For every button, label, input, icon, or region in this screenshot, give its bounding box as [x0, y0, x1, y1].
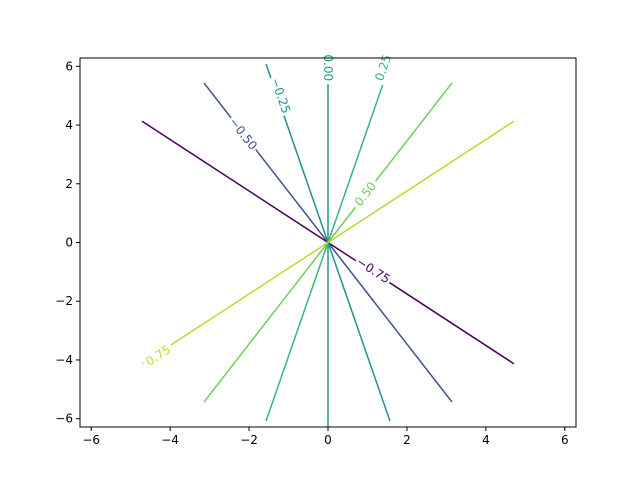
contour-label-gap	[349, 176, 382, 212]
x-tick-label: −4	[161, 433, 179, 447]
contour-lines	[141, 58, 515, 427]
y-tick-label: −4	[55, 353, 73, 367]
x-tick-label: 2	[403, 433, 411, 447]
y-tick-label: −2	[55, 294, 73, 308]
x-tick-label: 4	[482, 433, 490, 447]
y-tick-label: −6	[55, 412, 73, 426]
y-tick-label: 4	[65, 118, 73, 132]
contour-label-group-3: 0.00	[321, 51, 335, 85]
contour-line-6	[141, 120, 515, 365]
x-tick-label: −6	[82, 433, 100, 447]
x-tick-label: 6	[561, 433, 569, 447]
x-tick-label: −2	[240, 433, 258, 447]
contour-label-gap	[267, 74, 294, 117]
x-tick-label: 0	[324, 433, 332, 447]
contour-label-gap	[371, 49, 396, 86]
contour-label-3: 0.00	[321, 54, 335, 81]
contour-label-gap	[321, 51, 335, 85]
y-tick-label: 2	[65, 177, 73, 191]
y-tick-label: 6	[65, 59, 73, 73]
y-tick-label: 0	[65, 236, 73, 250]
contour-label-gap	[352, 253, 394, 288]
contour-label-gap	[225, 113, 261, 154]
contour-label-gap	[140, 340, 176, 371]
axes: −6 −4 −2 0 2 4 6 −6 −4 −2 0 2 4 6	[55, 57, 577, 447]
